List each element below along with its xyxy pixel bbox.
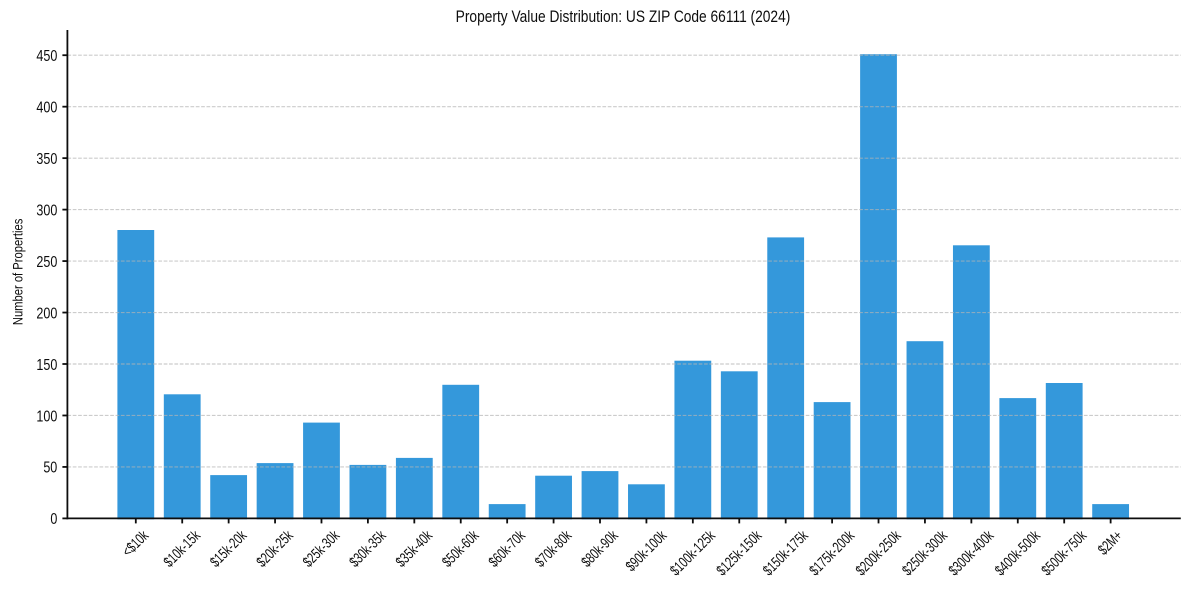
svg-text:350: 350 — [36, 151, 57, 169]
svg-text:200: 200 — [36, 305, 57, 323]
svg-text:450: 450 — [36, 48, 57, 66]
svg-text:300: 300 — [36, 202, 57, 220]
svg-text:Number of Properties: Number of Properties — [9, 219, 26, 326]
svg-text:50: 50 — [43, 459, 57, 477]
svg-text:Property Value Distribution: U: Property Value Distribution: US ZIP Code… — [456, 8, 791, 27]
svg-text:0: 0 — [50, 511, 57, 529]
svg-text:250: 250 — [36, 254, 57, 272]
svg-text:100: 100 — [36, 408, 57, 426]
svg-text:150: 150 — [36, 356, 57, 374]
svg-text:400: 400 — [36, 99, 57, 117]
